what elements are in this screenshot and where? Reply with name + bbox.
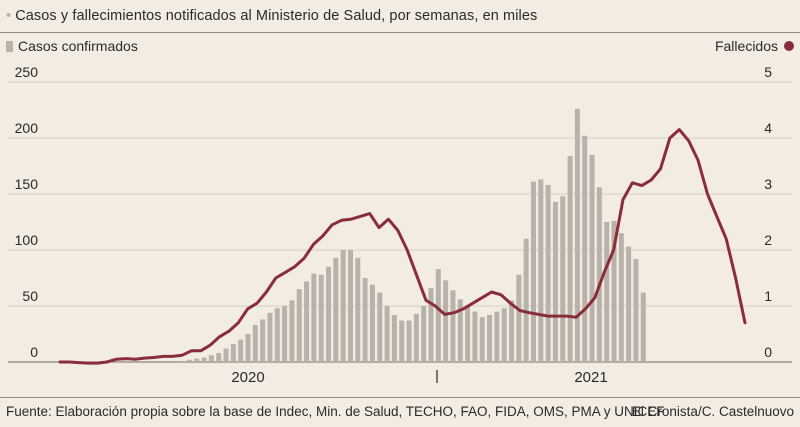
bar-cases bbox=[428, 288, 434, 362]
bar-cases bbox=[443, 280, 449, 362]
legend-bar-swatch bbox=[6, 40, 13, 52]
bar-cases bbox=[589, 154, 595, 362]
bar-cases bbox=[318, 274, 324, 362]
bar-cases bbox=[252, 325, 258, 362]
bar-cases bbox=[545, 185, 551, 362]
bar-cases bbox=[347, 250, 353, 362]
legend-deaths-label: Fallecidos bbox=[714, 38, 778, 54]
bar-cases bbox=[216, 353, 222, 362]
y-tick-right: 0 bbox=[764, 344, 772, 360]
bar-cases bbox=[501, 308, 507, 362]
bar-cases bbox=[377, 292, 383, 362]
y-tick-right: 2 bbox=[764, 232, 772, 248]
bar-cases bbox=[223, 348, 229, 362]
bar-cases bbox=[494, 311, 500, 362]
bar-cases bbox=[340, 250, 346, 362]
legend-deaths: Fallecidos bbox=[715, 38, 794, 54]
y-tick-left: 50 bbox=[22, 288, 38, 304]
line-deaths bbox=[58, 128, 747, 365]
bar-cases bbox=[413, 313, 419, 362]
y-tick-right: 1 bbox=[764, 288, 772, 304]
bar-cases bbox=[384, 306, 390, 362]
bar-cases bbox=[618, 233, 624, 362]
credit-note: El Cronista/C. Castelnuovo bbox=[631, 404, 794, 419]
bar-cases bbox=[523, 238, 529, 362]
bar-cases bbox=[186, 359, 192, 362]
bar-cases bbox=[289, 300, 295, 362]
bar-cases bbox=[567, 155, 573, 362]
legend-cases: Casos confirmados bbox=[6, 38, 138, 54]
bar-cases bbox=[457, 299, 463, 362]
bar-cases bbox=[487, 314, 493, 362]
y-tick-left: 0 bbox=[30, 344, 38, 360]
bar-cases bbox=[369, 284, 375, 362]
bar-cases bbox=[201, 357, 207, 362]
bar-cases bbox=[516, 274, 522, 362]
bar-cases bbox=[399, 320, 405, 362]
bar-cases bbox=[472, 311, 478, 362]
y-tick-right: 4 bbox=[764, 120, 772, 136]
bar-cases bbox=[509, 300, 515, 362]
bar-cases bbox=[611, 220, 617, 362]
bar-cases bbox=[421, 306, 427, 362]
legend-cases-label: Casos confirmados bbox=[18, 38, 138, 54]
bar-cases bbox=[362, 278, 368, 362]
bar-cases bbox=[596, 187, 602, 362]
bar-cases bbox=[194, 358, 200, 362]
bar-cases bbox=[208, 355, 214, 362]
bar-cases bbox=[355, 257, 361, 362]
bar-cases bbox=[574, 108, 580, 362]
y-tick-right: 5 bbox=[764, 64, 772, 80]
bar-cases bbox=[479, 317, 485, 362]
y-tick-left: 250 bbox=[15, 64, 39, 80]
y-tick-left: 100 bbox=[15, 232, 39, 248]
bar-cases bbox=[245, 334, 251, 362]
bar-cases bbox=[640, 292, 646, 362]
bar-cases bbox=[450, 290, 456, 362]
footer-divider bbox=[0, 397, 800, 398]
bar-cases bbox=[333, 257, 339, 362]
bar-cases bbox=[179, 360, 185, 362]
bar-cases bbox=[435, 269, 441, 362]
y-tick-left: 200 bbox=[15, 120, 39, 136]
bar-cases bbox=[633, 258, 639, 362]
bar-cases bbox=[465, 306, 471, 362]
bar-cases bbox=[260, 319, 266, 362]
source-note: Fuente: Elaboración propia sobre la base… bbox=[6, 404, 665, 419]
bar-cases bbox=[626, 246, 632, 362]
bar-cases bbox=[238, 339, 244, 362]
bar-cases bbox=[326, 266, 332, 362]
x-year-label: 2021 bbox=[574, 369, 607, 386]
legend-line-swatch bbox=[784, 41, 794, 51]
bar-cases bbox=[230, 344, 236, 362]
bar-cases bbox=[311, 273, 317, 362]
bar-cases bbox=[604, 222, 610, 362]
x-year-label: 2020 bbox=[231, 369, 264, 386]
bar-cases bbox=[304, 281, 310, 362]
bar-cases bbox=[296, 289, 302, 362]
bar-cases bbox=[267, 312, 273, 362]
y-tick-left: 150 bbox=[15, 176, 39, 192]
bar-cases bbox=[391, 314, 397, 362]
chart-title: • Casos y fallecimientos notificados al M… bbox=[6, 8, 537, 24]
bar-cases bbox=[552, 201, 558, 362]
bar-cases bbox=[282, 306, 288, 362]
y-tick-right: 3 bbox=[764, 176, 772, 192]
bar-cases bbox=[406, 320, 412, 362]
bar-cases bbox=[530, 181, 536, 362]
bar-cases bbox=[538, 179, 544, 362]
bar-cases bbox=[560, 196, 566, 362]
title-text: Casos y fallecimientos notificados al Mi… bbox=[15, 8, 538, 24]
bar-cases bbox=[274, 308, 280, 362]
bar-cases bbox=[582, 135, 588, 362]
title-divider bbox=[0, 32, 800, 33]
title-bullet: • bbox=[6, 8, 12, 24]
